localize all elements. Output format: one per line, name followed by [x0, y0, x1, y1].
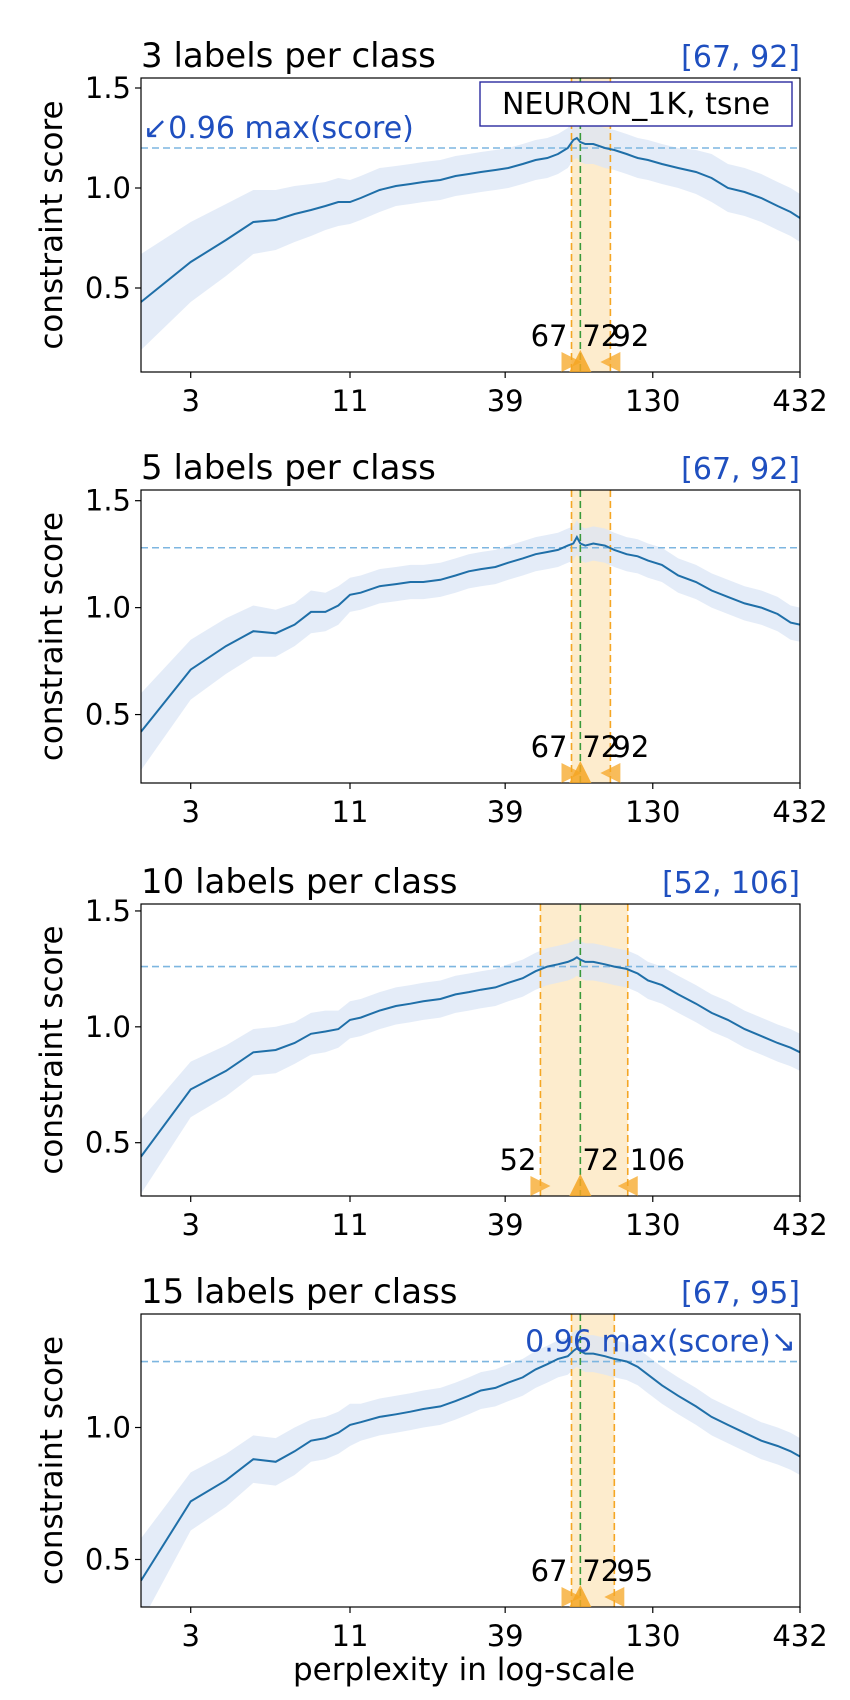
- range-label: [52, 106]: [662, 866, 800, 901]
- range-end-marker: [617, 1176, 638, 1196]
- best-marker: [569, 350, 592, 372]
- range-end-label: 95: [616, 1554, 653, 1588]
- score-band: [141, 519, 800, 771]
- x-tick-label: 11: [332, 795, 369, 829]
- x-tick-label: 3: [181, 1208, 199, 1242]
- threshold-annotation: 0.96 max(score)↘: [525, 1325, 796, 1360]
- range-label: [67, 92]: [681, 40, 800, 75]
- x-tick-label: 39: [487, 1208, 524, 1242]
- range-start-marker: [561, 763, 582, 783]
- score-band: [141, 1329, 800, 1607]
- y-tick-label: 1.5: [85, 894, 131, 928]
- chart-title: 15 labels per class: [141, 1272, 458, 1312]
- y-tick-label: 0.5: [85, 1542, 131, 1576]
- x-tick-label: 432: [772, 384, 827, 418]
- score-line: [141, 1347, 800, 1582]
- x-tick-label: 432: [772, 1208, 827, 1242]
- x-tick-label: 432: [772, 1619, 827, 1653]
- x-tick-label: 130: [625, 795, 680, 829]
- range-start-label: 67: [531, 1554, 568, 1588]
- x-tick-label: 432: [772, 795, 827, 829]
- range-end-marker: [600, 352, 621, 372]
- range-label: [67, 95]: [681, 1276, 800, 1311]
- x-tick-label: 11: [332, 1619, 369, 1653]
- range-start-label: 67: [531, 730, 568, 764]
- range-end-label: 92: [612, 319, 649, 353]
- dataset-label: NEURON_1K, tsne: [502, 87, 770, 122]
- chart-panel: 3 11 39 130 432 0.5 1.0 15 labels per class [67,…: [34, 1272, 828, 1653]
- y-tick-label: 1.0: [85, 591, 131, 625]
- range-start-marker: [561, 352, 582, 372]
- y-tick-label: 0.5: [85, 1126, 131, 1160]
- axes-frame: [140, 1313, 801, 1608]
- best-marker: [569, 1585, 592, 1607]
- x-tick-label: 11: [332, 384, 369, 418]
- score-line: [141, 136, 800, 303]
- range-label: [67, 92]: [681, 452, 800, 487]
- x-tick-label: 3: [181, 795, 199, 829]
- range-start-label: 67: [531, 319, 568, 353]
- x-tick-label: 39: [487, 384, 524, 418]
- best-label: 72: [582, 730, 619, 764]
- x-tick-label: 130: [625, 1619, 680, 1653]
- axes-frame: [140, 77, 801, 373]
- x-tick-label: 39: [487, 1619, 524, 1653]
- best-marker: [569, 761, 592, 783]
- y-tick-label: 1.0: [85, 1411, 131, 1445]
- score-line: [141, 956, 800, 1158]
- chart-title: 3 labels per class: [141, 36, 436, 76]
- dataset-label-box: [479, 81, 793, 127]
- range-end-label: 92: [612, 730, 649, 764]
- axes-frame: [140, 489, 801, 784]
- best-label: 72: [582, 1143, 619, 1177]
- x-tick-label: 3: [181, 1619, 199, 1653]
- y-axis-label: constraint score: [34, 925, 70, 1174]
- x-axis-label: perplexity in log-scale: [293, 1652, 635, 1688]
- y-tick-label: 1.0: [85, 1010, 131, 1044]
- y-tick-label: 1.5: [85, 484, 131, 518]
- range-end-marker: [604, 1587, 625, 1607]
- score-line: [141, 535, 800, 733]
- score-band: [141, 118, 800, 350]
- y-tick-label: 0.5: [85, 271, 131, 305]
- range-start-marker: [530, 1176, 551, 1196]
- threshold-annotation: ↙0.96 max(score): [143, 111, 414, 146]
- range-start-label: 52: [500, 1143, 537, 1177]
- x-tick-label: 3: [181, 384, 199, 418]
- best-label: 72: [582, 1554, 619, 1588]
- best-label: 72: [582, 319, 619, 353]
- chart-title: 5 labels per class: [141, 448, 436, 488]
- range-end-marker: [600, 763, 621, 783]
- y-tick-label: 1.5: [85, 71, 131, 105]
- x-tick-label: 11: [332, 1208, 369, 1242]
- chart-panel: 3 11 39 130 432 0.5 1.0 1.5 3 labels per class [6…: [34, 36, 828, 418]
- chart-title: 10 labels per class: [141, 862, 458, 902]
- best-marker: [569, 1174, 592, 1196]
- range-end-label: 106: [630, 1143, 685, 1177]
- chart-panel: 3 11 39 130 432 0.5 1.0 1.5 10 labels per class […: [34, 862, 828, 1242]
- y-axis-label: constraint score: [34, 512, 70, 761]
- range-start-marker: [561, 1587, 582, 1607]
- x-tick-label: 130: [625, 384, 680, 418]
- y-axis-label: constraint score: [34, 100, 70, 349]
- chart-panel: 3 11 39 130 432 0.5 1.0 1.5 5 labels per class [6…: [34, 448, 828, 829]
- axes-frame: [140, 903, 801, 1197]
- y-axis-label: constraint score: [34, 1336, 70, 1585]
- x-tick-label: 130: [625, 1208, 680, 1242]
- y-tick-label: 1.0: [85, 171, 131, 205]
- x-tick-label: 39: [487, 795, 524, 829]
- score-band: [141, 938, 800, 1194]
- y-tick-label: 0.5: [85, 698, 131, 732]
